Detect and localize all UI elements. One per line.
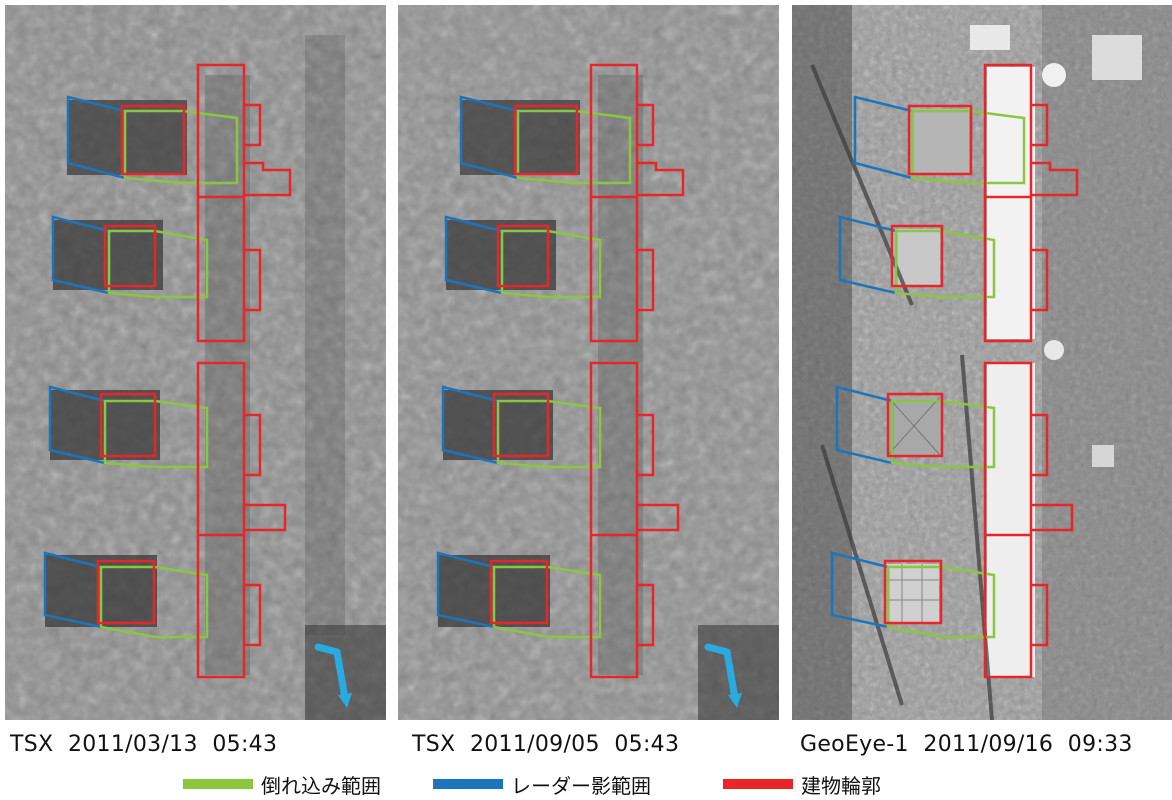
overlay-3: [830, 63, 1079, 679]
legend-swatch-shadow: [433, 779, 503, 789]
legend-label-layover: 倒れ込み範囲: [261, 774, 381, 798]
sar-direction-arrow-icon: [704, 643, 742, 708]
caption-left: TSX 2011/03/13 05:43: [10, 732, 278, 757]
legend-swatch-outline: [723, 779, 793, 789]
optical-image: [792, 5, 1172, 720]
legend-label-outline: 建物輪郭: [801, 774, 881, 798]
overlay-2: [436, 63, 685, 679]
optical-image-panel: [792, 5, 1172, 720]
caption-middle: TSX 2011/09/05 05:43: [412, 732, 680, 757]
caption-right: GeoEye-1 2011/09/16 09:33: [800, 732, 1133, 757]
overlay-1: [43, 63, 292, 679]
legend-swatch-layover: [183, 779, 253, 789]
sar-image-1: [5, 5, 386, 720]
sar-direction-arrow-icon: [314, 643, 352, 708]
sar-image-panel-1: [5, 5, 386, 720]
sar-image-2: [398, 5, 779, 720]
sar-image-panel-2: [398, 5, 779, 720]
legend-label-shadow: レーダー影範囲: [511, 774, 651, 798]
